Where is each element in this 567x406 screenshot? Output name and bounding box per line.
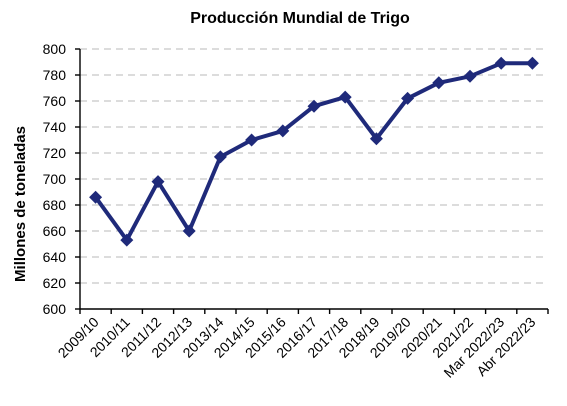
data-point — [463, 69, 477, 83]
y-tick-label: 640 — [43, 249, 67, 265]
y-tick-label: 780 — [43, 67, 67, 83]
series — [89, 56, 539, 247]
y-tick-label: 600 — [43, 301, 67, 317]
y-tick-labels: 600 620 640 660 680 700 720 740 760 780 800 — [43, 41, 67, 317]
data-point — [89, 190, 103, 204]
data-point — [245, 133, 259, 147]
y-tick-label: 760 — [43, 93, 67, 109]
y-tick-label: 700 — [43, 171, 67, 187]
data-point — [401, 91, 415, 105]
data-point — [525, 56, 539, 70]
data-point — [494, 56, 508, 70]
data-point — [213, 150, 227, 164]
chart-title: Producción Mundial de Trigo — [190, 10, 410, 27]
data-point — [276, 124, 290, 138]
x-tick-labels: 2009/102010/112011/122012/132013/142014/… — [55, 314, 539, 381]
gridlines — [80, 48, 548, 284]
y-axis-label: Millones de toneladas — [12, 126, 29, 282]
data-point — [338, 90, 352, 104]
y-tick-label: 620 — [43, 275, 67, 291]
axes — [75, 48, 549, 314]
y-tick-label: 660 — [43, 223, 67, 239]
data-point — [307, 99, 321, 113]
data-point — [432, 76, 446, 90]
y-tick-label: 720 — [43, 145, 67, 161]
y-tick-label: 800 — [43, 41, 67, 57]
series-line — [93, 61, 533, 243]
y-tick-label: 680 — [43, 197, 67, 213]
data-point — [369, 132, 383, 146]
y-tick-label: 740 — [43, 119, 67, 135]
data-point — [120, 233, 134, 247]
data-point — [182, 224, 196, 238]
data-point — [151, 175, 165, 189]
